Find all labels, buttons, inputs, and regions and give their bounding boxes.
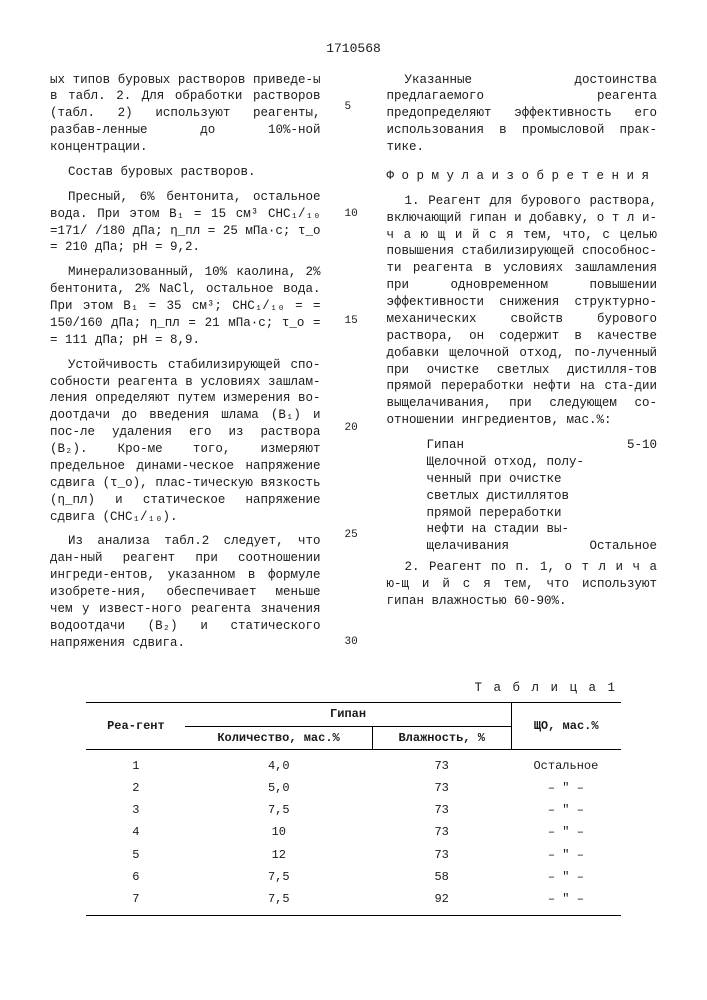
cell-scho: Остальное (511, 749, 620, 777)
cell-scho: – " – (511, 821, 620, 843)
cell-n: 2 (86, 777, 185, 799)
cell-qty: 7,5 (185, 888, 372, 916)
th-qty: Количество, мас.% (185, 726, 372, 749)
cell-qty: 10 (185, 821, 372, 843)
cell-hum: 73 (372, 799, 511, 821)
left-para-6: Из анализа табл.2 следует, что дан-ный р… (50, 533, 321, 651)
cell-scho: – " – (511, 866, 620, 888)
cell-scho: – " – (511, 777, 620, 799)
cell-qty: 12 (185, 844, 372, 866)
line-marker: 30 (345, 635, 363, 650)
left-para-1: ых типов буровых растворов приведе-ы в т… (50, 72, 321, 156)
cell-scho: – " – (511, 888, 620, 916)
table-body: 1 4,0 73 Остальное 2 5,0 73 – " – 3 7,5 … (86, 749, 620, 915)
cell-n: 5 (86, 844, 185, 866)
left-para-4: Минерализованный, 10% каолина, 2% бентон… (50, 264, 321, 348)
table-row: 1 4,0 73 Остальное (86, 749, 620, 777)
left-para-2: Состав буровых растворов. (50, 164, 321, 181)
table-row: 6 7,5 58 – " – (86, 866, 620, 888)
table-row: 4 10 73 – " – (86, 821, 620, 843)
table-row: 3 7,5 73 – " – (86, 799, 620, 821)
table-row: 7 7,5 92 – " – (86, 888, 620, 916)
cell-hum: 73 (372, 844, 511, 866)
ingredient-label: Щелочной отход, полу-ченный при очистке … (427, 454, 590, 555)
table-row: 5 12 73 – " – (86, 844, 620, 866)
th-reagent: Реа-гент (86, 703, 185, 749)
formula-title: Ф о р м у л а и з о б р е т е н и я (387, 168, 658, 185)
ingredients-block: Гипан 5-10 Щелочной отход, полу-ченный п… (387, 437, 658, 555)
th-scho: ЩО, мас.% (511, 703, 620, 749)
line-marker: 10 (345, 207, 363, 222)
cell-n: 4 (86, 821, 185, 843)
data-table: Реа-гент Гипан ЩО, мас.% Количество, мас… (86, 702, 620, 916)
cell-hum: 73 (372, 749, 511, 777)
cell-n: 3 (86, 799, 185, 821)
right-para-1: Указанные достоинства предлагаемого реаг… (387, 72, 658, 156)
ingredient-label: Гипан (427, 437, 465, 454)
cell-hum: 58 (372, 866, 511, 888)
left-para-5: Устойчивость стабилизирующей спо-собност… (50, 357, 321, 526)
cell-scho: – " – (511, 844, 620, 866)
line-marker: 15 (345, 314, 363, 329)
cell-qty: 4,0 (185, 749, 372, 777)
th-gipan: Гипан (185, 703, 511, 726)
cell-hum: 73 (372, 777, 511, 799)
left-para-3: Пресный, 6% бентонита, остальное вода. П… (50, 189, 321, 257)
cell-n: 6 (86, 866, 185, 888)
left-column: ых типов буровых растворов приведе-ы в т… (50, 72, 321, 660)
line-marker: 5 (345, 100, 363, 115)
ingredient-value: 5-10 (627, 437, 657, 454)
claim-1: 1. Реагент для бурового раствора, включа… (387, 193, 658, 429)
line-marker: 25 (345, 528, 363, 543)
cell-hum: 73 (372, 821, 511, 843)
table-row: 2 5,0 73 – " – (86, 777, 620, 799)
right-column: Указанные достоинства предлагаемого реаг… (387, 72, 658, 660)
document-number: 1710568 (50, 40, 657, 58)
cell-qty: 7,5 (185, 866, 372, 888)
line-marker: 20 (345, 421, 363, 436)
table-title: Т а б л и ц а 1 (50, 680, 617, 697)
cell-qty: 5,0 (185, 777, 372, 799)
two-column-layout: ых типов буровых растворов приведе-ы в т… (50, 72, 657, 660)
cell-n: 7 (86, 888, 185, 916)
ingredient-value: Остальное (589, 538, 657, 555)
cell-hum: 92 (372, 888, 511, 916)
cell-scho: – " – (511, 799, 620, 821)
cell-qty: 7,5 (185, 799, 372, 821)
line-number-gutter: 5 10 15 20 25 30 (345, 72, 363, 660)
claim-2: 2. Реагент по п. 1, о т л и ч а ю-щ и й … (387, 559, 658, 610)
cell-n: 1 (86, 749, 185, 777)
th-humidity: Влажность, % (372, 726, 511, 749)
